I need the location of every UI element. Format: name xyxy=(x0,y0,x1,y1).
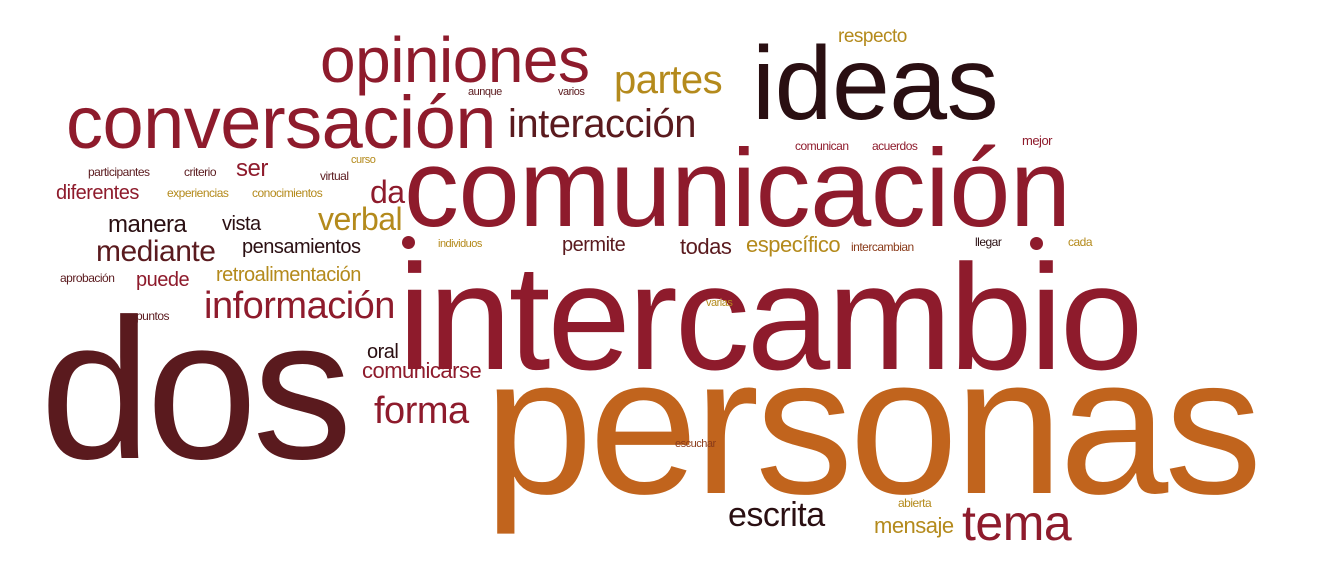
word-mediante: mediante xyxy=(96,235,216,268)
word-varias: varias xyxy=(706,297,733,309)
word-aunque: aunque xyxy=(468,86,502,98)
word-partes: partes xyxy=(614,58,723,102)
accent-dot xyxy=(402,236,415,249)
word-comunican: comunican xyxy=(795,139,849,153)
word-virtual: virtual xyxy=(320,169,349,183)
word-aprobacion: aprobación xyxy=(60,271,115,285)
word-forma: forma xyxy=(374,390,469,432)
word-individuos: individuos xyxy=(438,238,482,250)
word-dos: dos xyxy=(40,278,352,501)
word-escrita: escrita xyxy=(728,496,825,534)
word-mejor: mejor xyxy=(1022,133,1053,148)
word-cada: cada xyxy=(1068,235,1093,249)
word-experiencias: experiencias xyxy=(167,186,229,200)
word-mensaje: mensaje xyxy=(874,513,954,538)
word-puntos: puntos xyxy=(136,309,170,323)
word-curso: curso xyxy=(351,154,376,166)
word-varios: varios xyxy=(558,86,585,98)
word-especifico: específico xyxy=(746,232,841,257)
word-diferentes: diferentes xyxy=(56,182,139,204)
word-permite: permite xyxy=(562,234,626,256)
accent-dot xyxy=(1030,237,1043,250)
word-opiniones: opiniones xyxy=(320,24,590,96)
word-llegar: llegar xyxy=(975,235,1002,249)
word-acuerdos: acuerdos xyxy=(872,139,918,153)
word-ser: ser xyxy=(236,155,268,182)
word-abierta: abierta xyxy=(898,496,932,510)
word-pensamientos: pensamientos xyxy=(242,236,361,258)
word-comunicarse: comunicarse xyxy=(362,358,482,383)
word-conocimientos: conocimientos xyxy=(252,186,323,200)
word-todas: todas xyxy=(680,234,732,259)
word-puede: puede xyxy=(136,269,190,291)
word-retroalimentacion: retroalimentación xyxy=(216,264,361,286)
word-tema: tema xyxy=(962,495,1072,551)
word-interaccion: interacción xyxy=(508,102,696,146)
word-respecto: respecto xyxy=(838,26,907,47)
word-informacion: información xyxy=(204,285,395,327)
word-escuchar: escuchar xyxy=(675,438,716,450)
word-conversacion: conversación xyxy=(66,81,497,164)
word-intercambio: intercambio xyxy=(398,233,1143,401)
word-ideas: ideas xyxy=(752,26,999,142)
word-vista: vista xyxy=(222,213,261,235)
word-participantes: participantes xyxy=(88,165,150,179)
word-verbal: verbal xyxy=(318,201,403,237)
word-oral: oral xyxy=(367,341,399,363)
word-da: da xyxy=(370,174,405,210)
word-comunicacion: comunicación xyxy=(404,127,1071,250)
word-criterio: criterio xyxy=(184,165,217,179)
word-personas: personas xyxy=(484,316,1262,535)
word-intercambian: intercambian xyxy=(851,240,914,254)
word-manera: manera xyxy=(108,211,187,238)
